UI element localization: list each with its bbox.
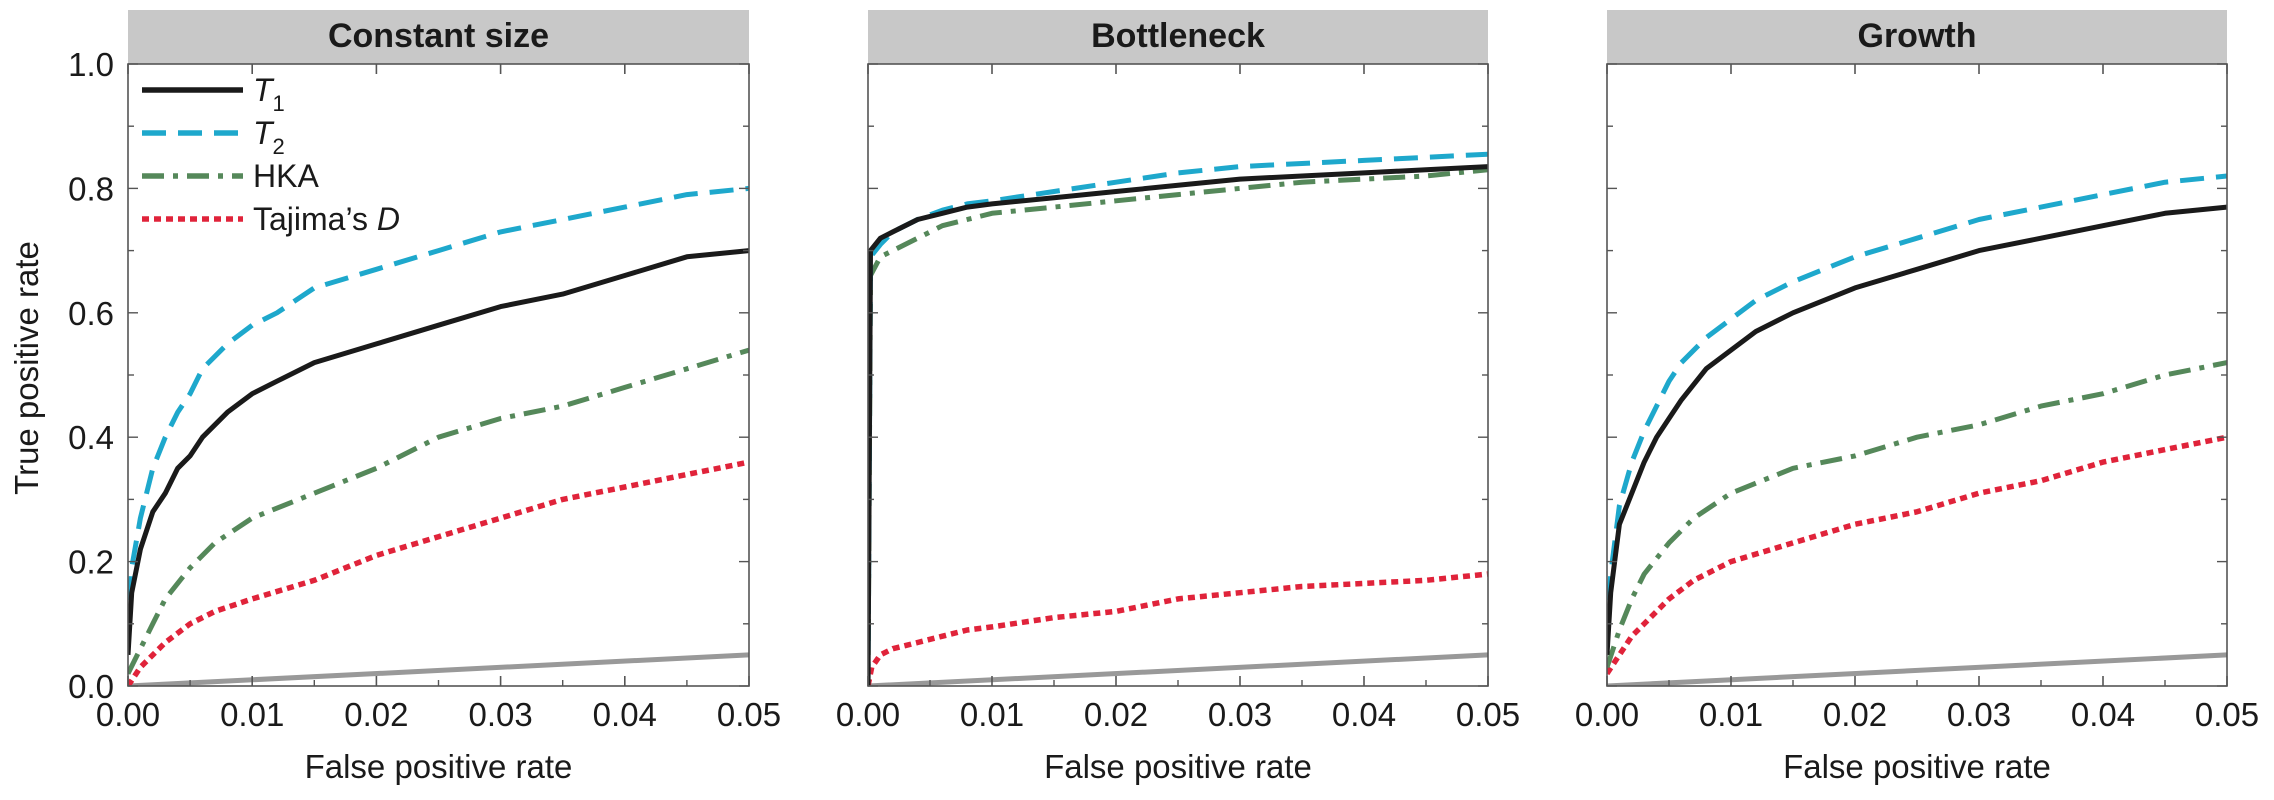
x-tick-label: 0.00 xyxy=(96,696,160,733)
x-tick-label: 0.03 xyxy=(468,696,532,733)
x-tick-label: 0.03 xyxy=(1208,696,1272,733)
panel-title-bar xyxy=(1607,10,2227,64)
x-tick-label: 0.05 xyxy=(717,696,781,733)
series-line-hka xyxy=(128,347,749,675)
x-tick-label: 0.02 xyxy=(344,696,408,733)
y-tick-label: 0.6 xyxy=(68,295,114,332)
legend-label-tajimad: Tajima’s D xyxy=(253,201,400,237)
y-axis-label: True positive rate xyxy=(8,241,45,495)
x-tick-label: 0.03 xyxy=(1947,696,2011,733)
y-tick-label: 1.0 xyxy=(68,46,114,83)
x-tick-label: 0.00 xyxy=(1575,696,1639,733)
series-line-hka xyxy=(1607,360,2227,669)
panel-title: Growth xyxy=(1858,17,1977,55)
panel-title-bar xyxy=(868,10,1488,64)
panel-1: Constant size 0.00 0.01 0.02 0.03 0.04 0.05 0.0… xyxy=(68,10,781,785)
x-tick-label: 0.02 xyxy=(1823,696,1887,733)
x-tick-label: 0.00 xyxy=(836,696,900,733)
series-line-hka xyxy=(868,167,1488,686)
series-line-tajimad xyxy=(128,459,749,686)
series-line-tajimad xyxy=(1607,434,2227,676)
series-line-diagonal xyxy=(868,652,1488,686)
y-tick-label: 0.4 xyxy=(68,419,114,456)
series-line-diagonal xyxy=(1607,652,2227,686)
panel-title-bar xyxy=(128,10,749,64)
x-tick-label: 0.01 xyxy=(960,696,1024,733)
series-line-t1 xyxy=(868,164,1488,686)
panel-title: Bottleneck xyxy=(1091,17,1265,55)
y-tick-label: 0.0 xyxy=(68,668,114,705)
x-axis-label: False positive rate xyxy=(1044,748,1312,785)
x-axis-label: False positive rate xyxy=(305,748,573,785)
series-line-t1 xyxy=(128,248,749,656)
legend-label-hka: HKA xyxy=(253,158,319,194)
series-line-t2 xyxy=(128,185,749,637)
x-tick-label: 0.04 xyxy=(2071,696,2135,733)
panel-title: Constant size xyxy=(328,17,549,55)
x-tick-label: 0.05 xyxy=(1456,696,1520,733)
legend-label-t1: T1 xyxy=(253,72,285,116)
x-tick-label: 0.01 xyxy=(1699,696,1763,733)
series-line-t2 xyxy=(1607,173,2227,637)
x-tick-label: 0.02 xyxy=(1084,696,1148,733)
y-tick-label: 0.8 xyxy=(68,170,114,207)
panel-3: Growth 0.00 0.01 0.02 0.03 0.04 0.05 False posi… xyxy=(1575,10,2259,785)
x-tick-label: 0.04 xyxy=(1332,696,1396,733)
series-line-diagonal xyxy=(128,652,749,686)
y-tick-label: 0.2 xyxy=(68,544,114,581)
series-line-t2 xyxy=(868,151,1488,686)
legend-label-t2: T2 xyxy=(253,115,285,159)
plot-frame xyxy=(127,63,750,687)
x-axis-label: False positive rate xyxy=(1783,748,2051,785)
series-line-tajimad xyxy=(868,571,1488,686)
x-tick-label: 0.01 xyxy=(220,696,284,733)
x-tick-label: 0.04 xyxy=(593,696,657,733)
series-line-t1 xyxy=(1607,204,2227,656)
panel-2: Bottleneck 0.00 0.01 0.02 0.03 0.04 0.05 False … xyxy=(836,10,1520,785)
x-tick-label: 0.05 xyxy=(2195,696,2259,733)
